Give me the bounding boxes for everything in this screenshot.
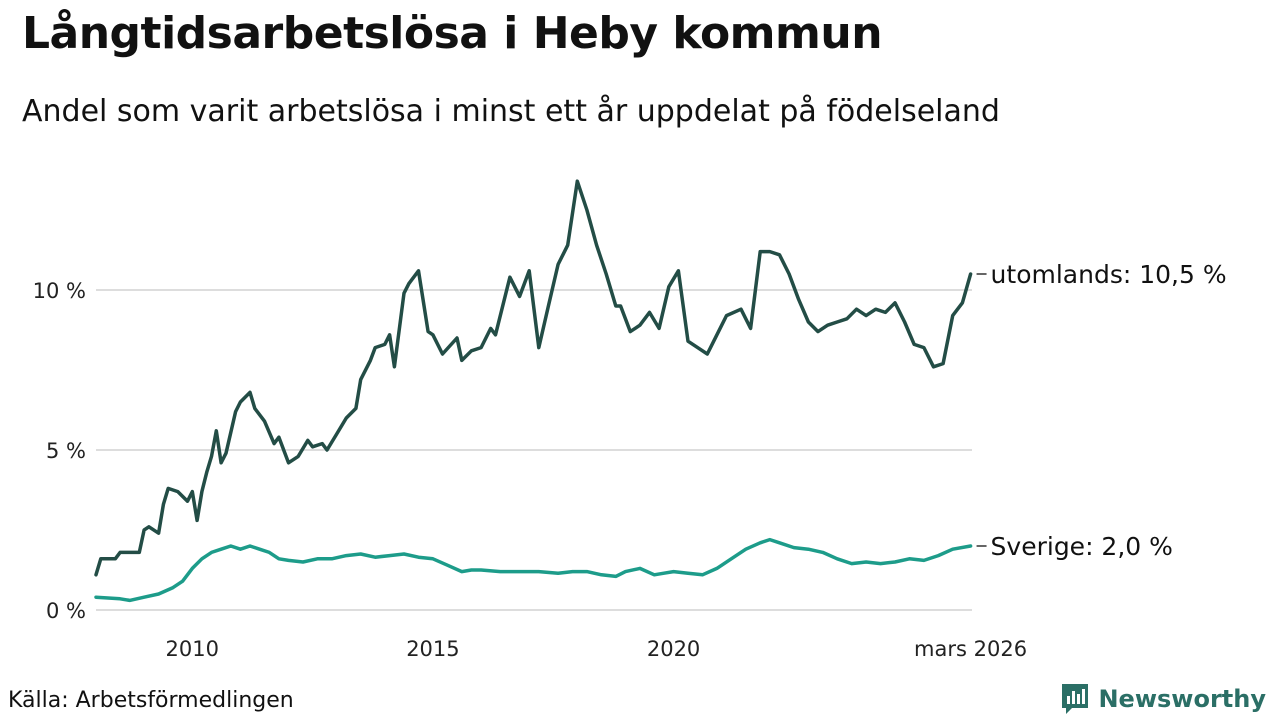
grid-lines bbox=[96, 289, 972, 611]
series-end-labels: utomlands: 10,5 % Sverige: 2,0 % bbox=[976, 260, 1227, 561]
brand-logo[interactable]: Newsworthy bbox=[1060, 682, 1266, 716]
x-axis-ticks: 2010 2015 2020 mars 2026 bbox=[166, 637, 1028, 661]
x-tick-label: 2010 bbox=[166, 637, 219, 661]
chart-subtitle: Andel som varit arbetslösa i minst ett å… bbox=[22, 94, 1000, 129]
source-note: Källa: Arbetsförmedlingen bbox=[8, 688, 294, 713]
brand-name: Newsworthy bbox=[1098, 685, 1266, 713]
y-tick-label: 0 % bbox=[46, 599, 86, 623]
x-tick-label: 2020 bbox=[647, 637, 700, 661]
x-tick-label: 2015 bbox=[406, 637, 459, 661]
x-tick-label: mars 2026 bbox=[914, 637, 1027, 661]
end-label-utomlands: utomlands: 10,5 % bbox=[991, 260, 1227, 289]
y-tick-label: 10 % bbox=[33, 279, 86, 303]
series-line-sverige bbox=[94, 537, 973, 603]
y-tick-label: 5 % bbox=[46, 439, 86, 463]
chart-title: Långtidsarbetslösa i Heby kommun bbox=[22, 8, 883, 59]
series-lines bbox=[94, 179, 973, 603]
y-axis-ticks: 0 % 5 % 10 % bbox=[33, 279, 86, 623]
newsworthy-logo-icon bbox=[1062, 684, 1089, 714]
end-label-sverige: Sverige: 2,0 % bbox=[991, 532, 1173, 561]
series-line-utomlands bbox=[94, 179, 973, 577]
